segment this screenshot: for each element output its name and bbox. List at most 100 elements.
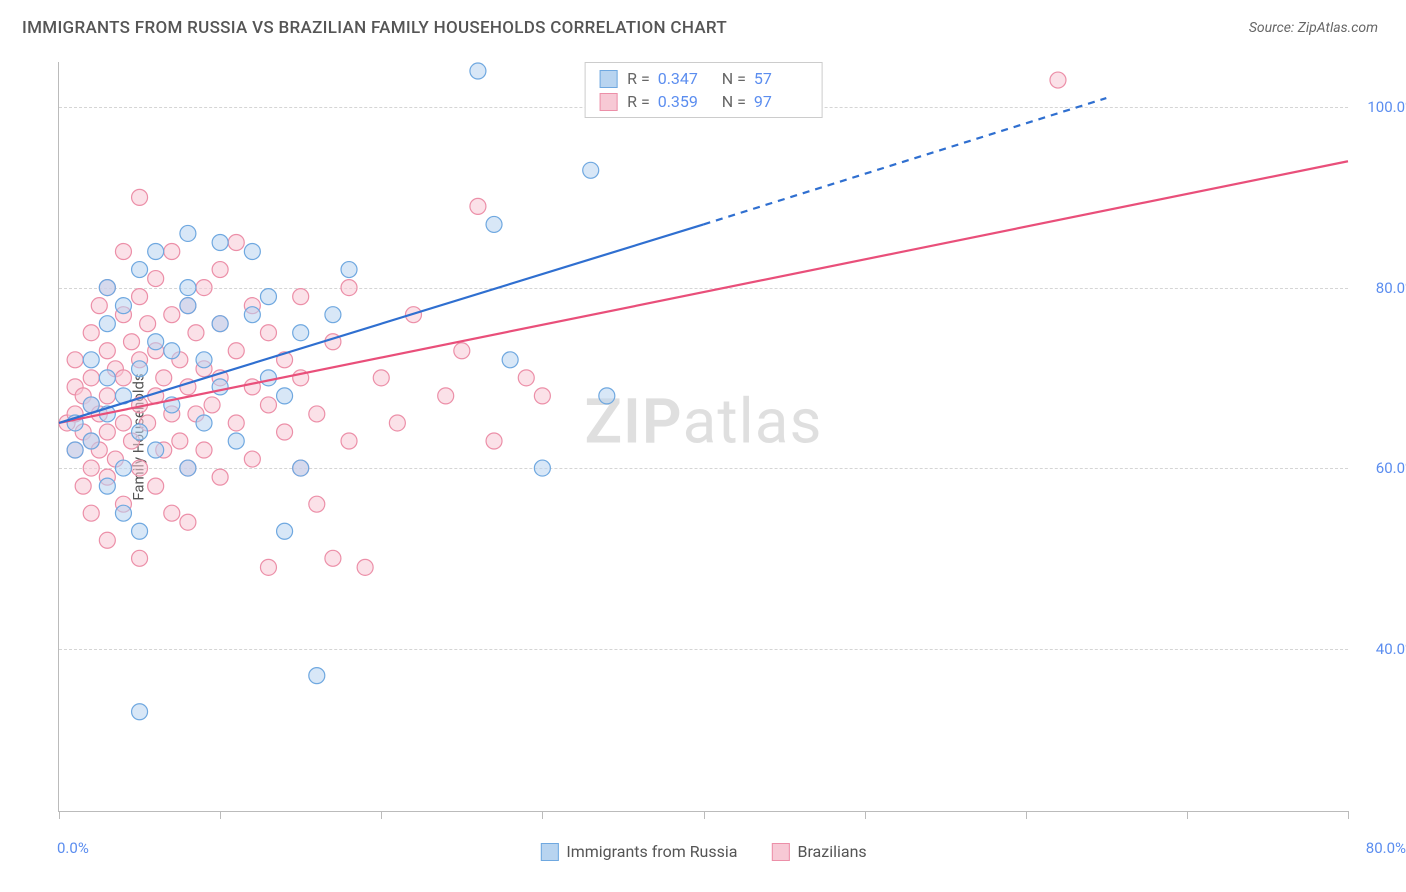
scatter-point [196,280,212,296]
scatter-point [212,316,228,332]
scatter-point [341,262,357,278]
scatter-point [132,361,148,377]
scatter-point [204,397,220,413]
scatter-point [140,316,156,332]
scatter-point [293,289,309,305]
scatter-point [99,280,115,296]
regression-line [59,161,1348,423]
scatter-point [260,397,276,413]
scatter-point [83,325,99,341]
scatter-point [583,162,599,178]
scatter-point [260,559,276,575]
chart-title: IMMIGRANTS FROM RUSSIA VS BRAZILIAN FAMI… [22,18,727,38]
x-tick [865,811,866,819]
scatter-point [309,496,325,512]
scatter-point [277,424,293,440]
scatter-point [180,225,196,241]
scatter-point [164,307,180,323]
scatter-point [599,388,615,404]
legend-item-brazil: Brazilians [771,842,866,861]
scatter-point [228,415,244,431]
scatter-point [228,433,244,449]
scatter-point [83,433,99,449]
scatter-point [99,343,115,359]
scatter-point [180,280,196,296]
scatter-point [99,424,115,440]
scatter-point [164,505,180,521]
x-tick [1348,811,1349,819]
scatter-point [115,415,131,431]
scatter-point [132,289,148,305]
scatter-point [148,442,164,458]
x-tick [1187,811,1188,819]
scatter-point [293,460,309,476]
scatter-point [132,523,148,539]
legend-swatch-russia-icon [540,843,558,861]
y-tick-label: 100.0% [1367,98,1406,116]
scatter-point [172,433,188,449]
scatter-point [132,704,148,720]
bottom-legend: Immigrants from Russia Brazilians [540,842,866,861]
scatter-point [534,388,550,404]
scatter-point [132,550,148,566]
y-tick-label: 80.0% [1376,279,1406,297]
scatter-point [244,379,260,395]
scatter-point [212,234,228,250]
scatter-point [148,271,164,287]
scatter-point [325,550,341,566]
scatter-point [164,343,180,359]
y-tick-label: 60.0% [1376,459,1406,477]
scatter-point [156,370,172,386]
scatter-point [277,523,293,539]
scatter-point [486,216,502,232]
scatter-point [341,280,357,296]
scatter-point [228,234,244,250]
legend-item-russia: Immigrants from Russia [540,842,737,861]
scatter-point [502,352,518,368]
scatter-point [518,370,534,386]
scatter-point [309,406,325,422]
scatter-point [244,307,260,323]
scatter-point [99,388,115,404]
scatter-point [164,244,180,260]
scatter-point [260,325,276,341]
x-tick [704,811,705,819]
scatter-point [325,307,341,323]
x-tick [220,811,221,819]
scatter-point [67,352,83,368]
scatter-point [293,325,309,341]
scatter-point [115,244,131,260]
scatter-point [83,352,99,368]
scatter-point [99,478,115,494]
scatter-point [148,478,164,494]
legend-label-brazil: Brazilians [797,842,866,861]
scatter-point [260,289,276,305]
scatter-point [341,433,357,449]
chart-canvas [59,62,1348,811]
scatter-point [83,460,99,476]
x-tick-label-first: 0.0% [57,839,89,857]
y-tick-label: 40.0% [1376,640,1406,658]
scatter-point [196,442,212,458]
scatter-point [67,442,83,458]
scatter-point [180,298,196,314]
plot-area: Family Households 40.0%60.0%80.0%100.0% … [58,62,1348,812]
scatter-point [132,460,148,476]
scatter-point [132,262,148,278]
scatter-point [454,343,470,359]
scatter-point [486,433,502,449]
scatter-point [148,334,164,350]
scatter-point [124,334,140,350]
scatter-point [115,370,131,386]
scatter-point [115,505,131,521]
scatter-point [212,469,228,485]
scatter-point [83,505,99,521]
scatter-point [196,415,212,431]
x-tick [1026,811,1027,819]
scatter-point [180,460,196,476]
legend-swatch-brazil-icon [771,843,789,861]
scatter-point [373,370,389,386]
x-tick [381,811,382,819]
legend-label-russia: Immigrants from Russia [566,842,737,861]
scatter-point [180,514,196,530]
